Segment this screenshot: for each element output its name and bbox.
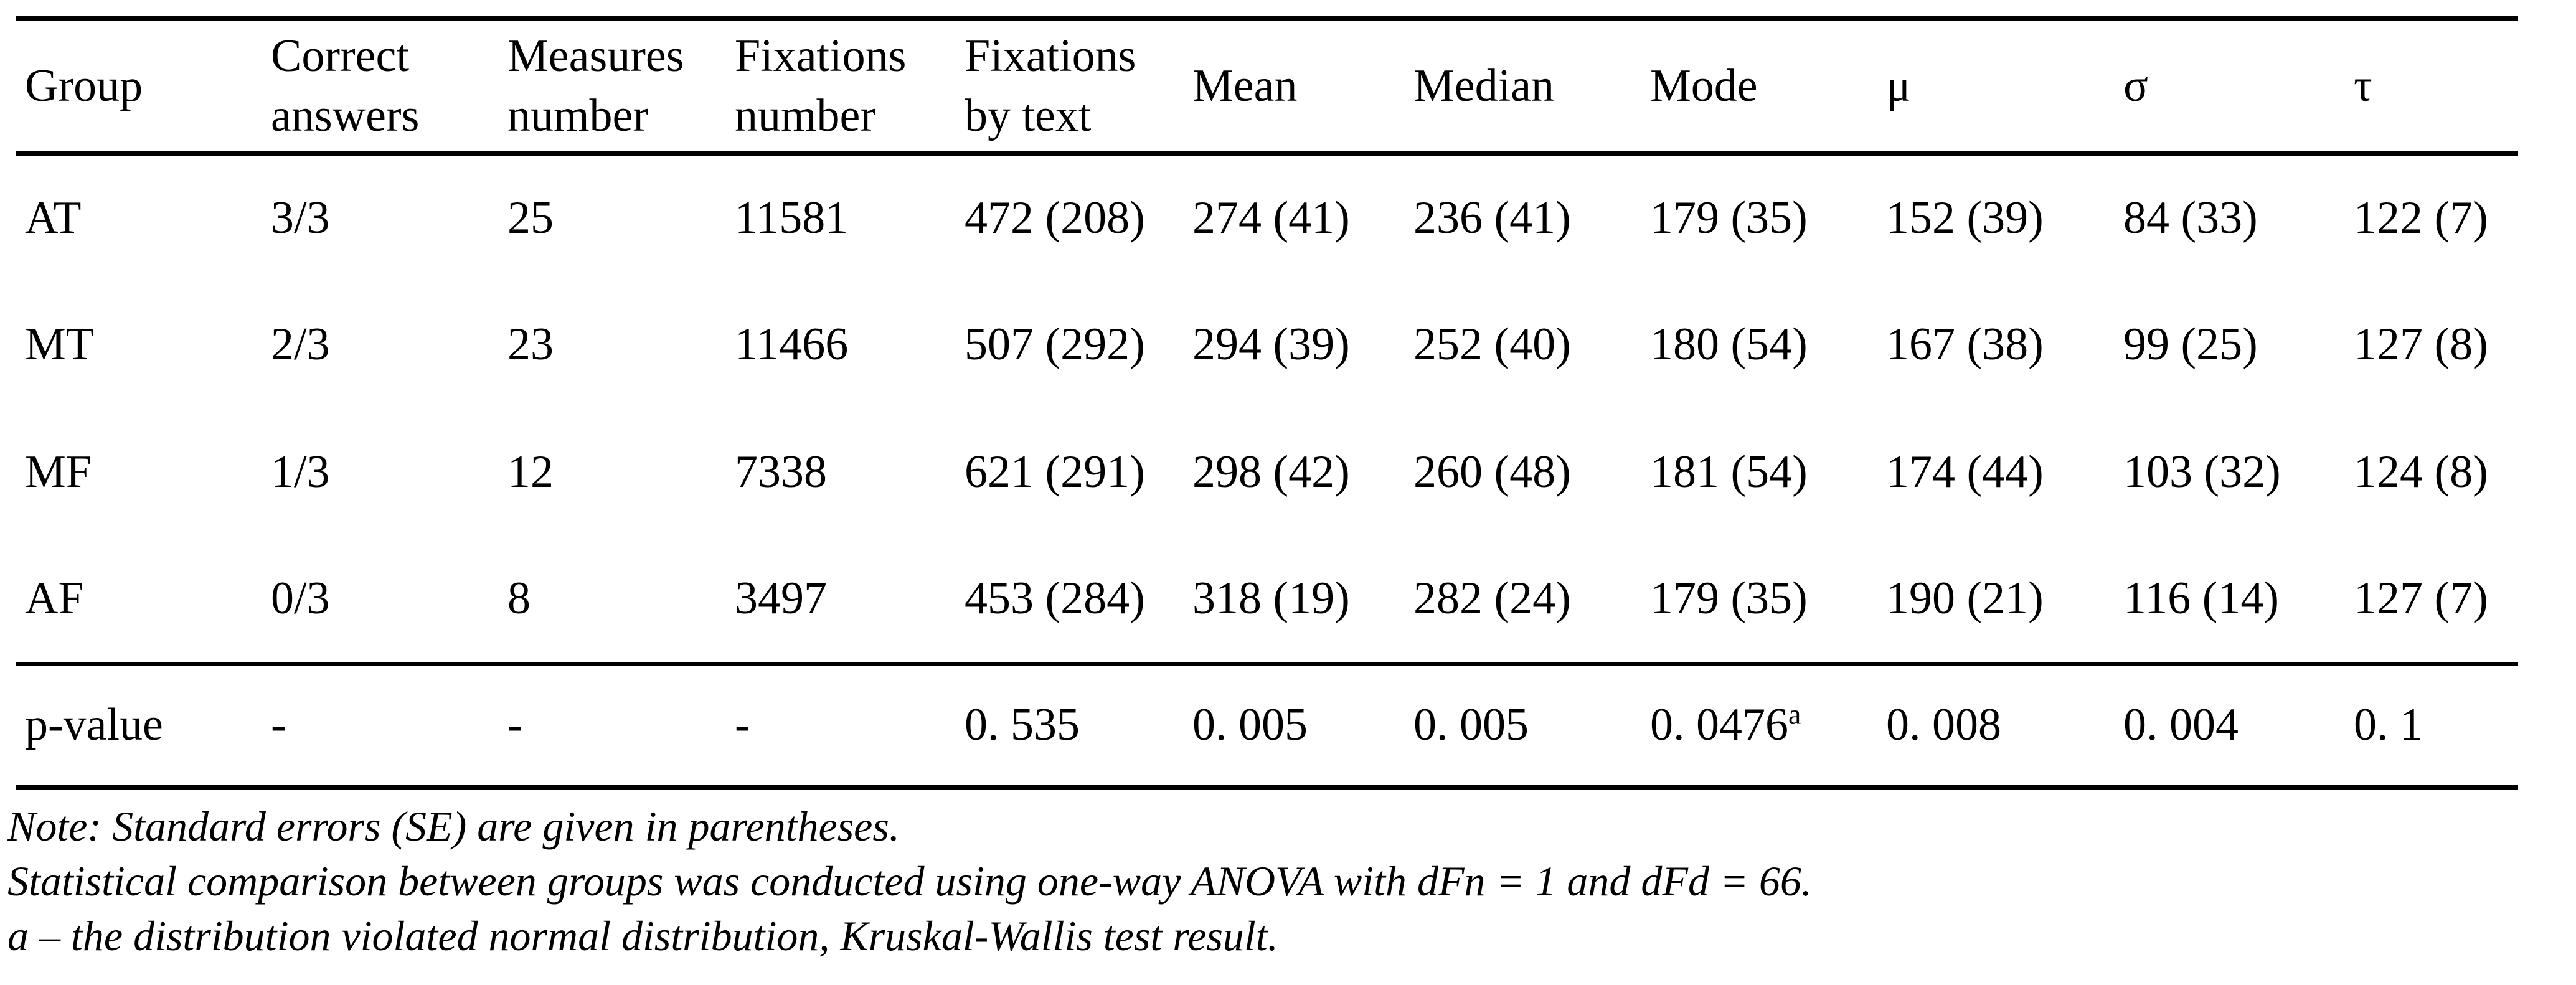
table-row-mt: MT 2/3 23 11466 507 (292) 294 (39) 252 (… — [16, 281, 2518, 408]
table-cell: MT — [25, 319, 94, 370]
table-cell: 472 (208) — [965, 192, 1145, 243]
table-cell: 103 (32) — [2123, 446, 2281, 497]
table-row-at: AT 3/3 25 11581 472 (208) 274 (41) 236 (… — [16, 153, 2518, 281]
header-label: Fixations — [735, 31, 907, 82]
table-cell: 181 (54) — [1650, 446, 1808, 497]
table-cell: 1/3 — [271, 446, 330, 497]
table-cell: 621 (291) — [965, 446, 1145, 497]
header-label: Median — [1413, 60, 1555, 112]
table-cell: 8 — [498, 536, 725, 666]
table-cell-mode-pvalue: 0. 0476a — [1641, 664, 1877, 787]
table-cell: 174 (44) — [1886, 446, 2044, 497]
header-label: Correct — [271, 31, 409, 82]
table-cell: 116 (14) — [2114, 536, 2344, 666]
table-cell: 507 (292) — [965, 319, 1145, 370]
column-header-correct-answers: Correct answers — [262, 19, 498, 156]
column-header-sigma: σ — [2114, 19, 2344, 156]
footnote-marker-a: a — [1788, 698, 1801, 730]
table-cell: 0. 535 — [965, 699, 1080, 750]
table-cell: 0. 005 — [1192, 699, 1308, 750]
table-cell: 453 (284) — [955, 536, 1183, 666]
table-footnotes: Note: Standard errors (SE) are given in … — [7, 799, 2576, 964]
table-row-af: AF 0/3 8 3497 453 (284) 318 (19) 282 (24… — [16, 536, 2518, 666]
table-cell: 124 (8) — [2354, 446, 2488, 497]
table-cell: 0/3 — [262, 536, 498, 666]
column-header-mu: μ — [1877, 19, 2114, 156]
table-cell: - — [271, 699, 286, 750]
header-label: Mode — [1650, 60, 1758, 112]
column-header-mean: Mean — [1183, 19, 1404, 156]
table-cell: 0. 005 — [1413, 699, 1529, 750]
table-cell: 122 (7) — [2354, 192, 2488, 243]
table-cell: - — [735, 699, 750, 750]
table-cell: 294 (39) — [1192, 319, 1350, 370]
table-cell: 318 (19) — [1183, 536, 1404, 666]
header-label: τ — [2354, 60, 2372, 112]
footnote-note: Note: Standard errors (SE) are given in … — [7, 802, 900, 850]
table-cell: 12 — [507, 446, 554, 497]
table-cell: 190 (21) — [1877, 536, 2114, 666]
table-header: Group Correct answers Measures number Fixa… — [16, 19, 2518, 156]
header-label: Measures — [507, 31, 684, 82]
header-label: μ — [1886, 60, 1911, 112]
table-cell: 236 (41) — [1413, 192, 1571, 243]
table-cell: 127 (8) — [2354, 319, 2488, 370]
table-cell: 0. 004 — [2123, 699, 2239, 750]
table-cell: 3497 — [725, 536, 955, 666]
header-label: number — [507, 90, 649, 142]
header-label: number — [735, 90, 876, 142]
table-cell: 25 — [507, 192, 554, 243]
table-cell: 180 (54) — [1650, 319, 1808, 370]
pvalue-mode-value: 0. 0476 — [1650, 699, 1788, 750]
table-cell: 2/3 — [271, 319, 330, 370]
column-header-tau: τ — [2344, 19, 2518, 156]
table-cell: 11581 — [735, 192, 849, 243]
table-body: AT 3/3 25 11581 472 (208) 274 (41) 236 (… — [16, 153, 2518, 787]
table-cell: 298 (42) — [1192, 446, 1350, 497]
table-cell: 3/3 — [271, 192, 330, 243]
footnote-a: a – the distribution violated normal dis… — [7, 912, 1278, 960]
header-label: σ — [2123, 60, 2148, 112]
header-label: by text — [965, 90, 1092, 142]
column-header-measures-number: Measures number — [498, 19, 725, 156]
table-cell: 11466 — [735, 319, 849, 370]
column-header-fixations-number: Fixations number — [725, 19, 955, 156]
table-cell: 23 — [507, 319, 554, 370]
column-header-fixations-by-text: Fixations by text — [955, 19, 1183, 156]
table-cell: 0. 008 — [1886, 699, 2001, 750]
table-container: Group Correct answers Measures number Fixa… — [16, 16, 2518, 790]
header-row: Group Correct answers Measures number Fixa… — [16, 19, 2518, 156]
table-cell: MF — [25, 446, 92, 497]
table-cell: 282 (24) — [1404, 536, 1641, 666]
header-label: answers — [271, 90, 420, 142]
table-cell: AF — [16, 536, 262, 666]
table-cell: - — [507, 699, 523, 750]
table-cell: 7338 — [735, 446, 827, 497]
column-header-mode: Mode — [1641, 19, 1877, 156]
table-cell: 127 (7) — [2344, 536, 2518, 666]
table-cell: 252 (40) — [1413, 319, 1571, 370]
column-header-group: Group — [16, 19, 262, 156]
table-cell: 0. 1 — [2354, 699, 2423, 750]
table-cell: 179 (35) — [1641, 536, 1877, 666]
table-row-pvalue: p-value - - - 0. 535 0. 005 0. 005 0. 04… — [16, 664, 2518, 787]
pvalue-row-label: p-value — [25, 699, 163, 750]
column-header-median: Median — [1404, 19, 1641, 156]
table-cell: 179 (35) — [1650, 192, 1808, 243]
footnote-anova: Statistical comparison between groups wa… — [7, 857, 1812, 905]
header-label: Fixations — [965, 31, 1136, 82]
table-row-mf: MF 1/3 12 7338 621 (291) 298 (42) 260 (4… — [16, 408, 2518, 536]
table-cell: 99 (25) — [2123, 319, 2258, 370]
results-table: Group Correct answers Measures number Fixa… — [16, 16, 2518, 790]
table-cell: 152 (39) — [1886, 192, 2044, 243]
table-cell: 167 (38) — [1886, 319, 2044, 370]
table-cell: 260 (48) — [1413, 446, 1571, 497]
table-cell: 274 (41) — [1192, 192, 1350, 243]
header-label: Group — [25, 60, 143, 112]
table-cell: 84 (33) — [2123, 192, 2258, 243]
table-cell: AT — [25, 192, 82, 243]
header-label: Mean — [1192, 60, 1298, 112]
